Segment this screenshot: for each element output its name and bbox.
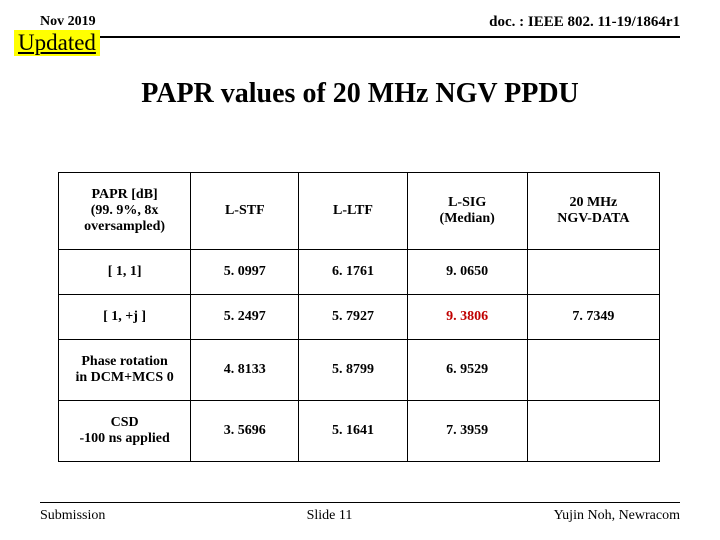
table-cell: [ 1, +j ] <box>59 295 191 340</box>
page-title: PAPR values of 20 MHz NGV PPDU <box>0 78 720 110</box>
table-cell: CSD -100 ns applied <box>59 401 191 462</box>
table-cell: 6. 9529 <box>407 340 527 401</box>
footer-row: Submission Slide 11 Yujin Noh, Newracom <box>40 508 680 524</box>
table-header-cell: 20 MHz NGV-DATA <box>527 173 659 250</box>
table-row: [ 1, +j ]5. 24975. 79279. 38067. 7349 <box>59 295 660 340</box>
table-cell: [ 1, 1] <box>59 250 191 295</box>
table-header-cell: PAPR [dB] (99. 9%, 8x oversampled) <box>59 173 191 250</box>
table-header-cell: L-LTF <box>299 173 407 250</box>
table-cell: 5. 0997 <box>191 250 299 295</box>
table-cell: 5. 7927 <box>299 295 407 340</box>
papr-table-wrap: PAPR [dB] (99. 9%, 8x oversampled)L-STFL… <box>58 172 660 462</box>
table-cell: 5. 8799 <box>299 340 407 401</box>
table-row: CSD -100 ns applied3. 56965. 16417. 3959 <box>59 401 660 462</box>
table-cell: 9. 0650 <box>407 250 527 295</box>
footer-rule <box>40 502 680 503</box>
table-cell <box>527 340 659 401</box>
table-row: Phase rotation in DCM+MCS 04. 81335. 879… <box>59 340 660 401</box>
updated-badge: Updated <box>14 30 100 56</box>
footer: Submission Slide 11 Yujin Noh, Newracom <box>40 502 680 524</box>
table-row: [ 1, 1]5. 09976. 17619. 0650 <box>59 250 660 295</box>
table-cell: 3. 5696 <box>191 401 299 462</box>
slide-page: Nov 2019 doc. : IEEE 802. 11-19/1864r1 U… <box>0 0 720 540</box>
papr-table: PAPR [dB] (99. 9%, 8x oversampled)L-STFL… <box>58 172 660 462</box>
table-header-cell: L-STF <box>191 173 299 250</box>
table-cell: 5. 1641 <box>299 401 407 462</box>
header: Nov 2019 doc. : IEEE 802. 11-19/1864r1 <box>40 14 680 30</box>
footer-center: Slide 11 <box>307 508 353 524</box>
table-cell <box>527 250 659 295</box>
header-rule <box>40 36 680 38</box>
table-cell: 4. 8133 <box>191 340 299 401</box>
table-cell: 9. 3806 <box>407 295 527 340</box>
table-cell <box>527 401 659 462</box>
table-header-row: PAPR [dB] (99. 9%, 8x oversampled)L-STFL… <box>59 173 660 250</box>
table-cell: 7. 7349 <box>527 295 659 340</box>
table-cell: Phase rotation in DCM+MCS 0 <box>59 340 191 401</box>
table-header-cell: L-SIG (Median) <box>407 173 527 250</box>
footer-left: Submission <box>40 508 105 524</box>
table-cell: 7. 3959 <box>407 401 527 462</box>
table-cell: 6. 1761 <box>299 250 407 295</box>
header-doc-id: doc. : IEEE 802. 11-19/1864r1 <box>489 14 680 31</box>
table-body: [ 1, 1]5. 09976. 17619. 0650[ 1, +j ]5. … <box>59 250 660 462</box>
table-cell: 5. 2497 <box>191 295 299 340</box>
footer-right: Yujin Noh, Newracom <box>554 508 680 524</box>
